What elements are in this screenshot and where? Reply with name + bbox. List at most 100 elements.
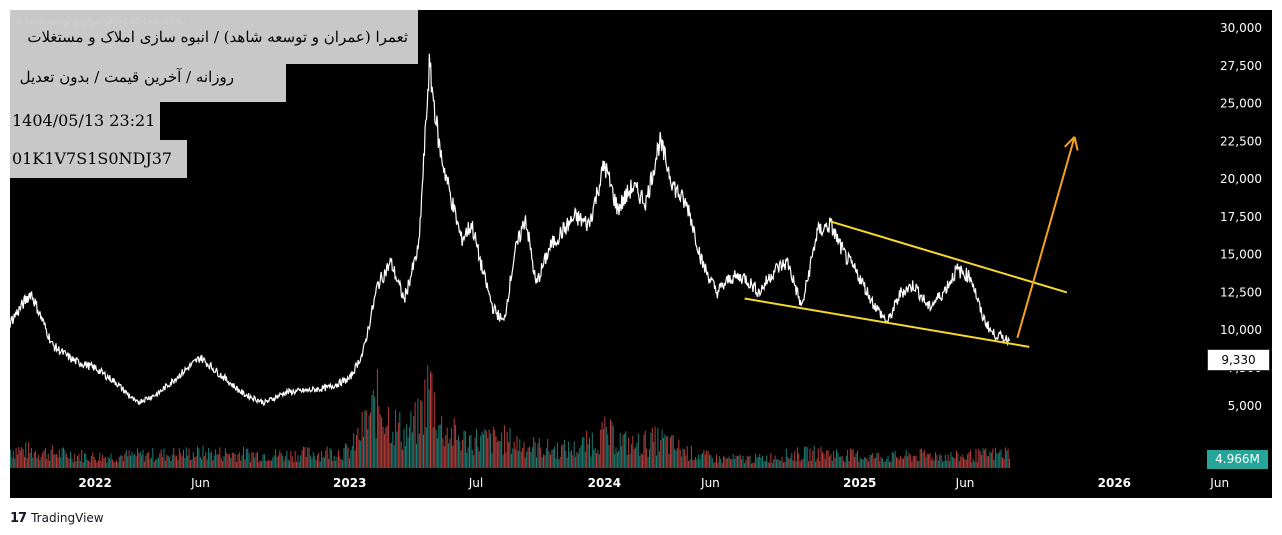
volume-bar (216, 454, 218, 468)
price-chart[interactable]: 30,000 27,500 25,000 22,500 20,000 17,500 15,0… (10, 10, 1272, 498)
volume-bar (442, 437, 444, 468)
volume-bar (527, 447, 529, 468)
volume-bar (784, 462, 786, 468)
volume-bar (718, 455, 720, 468)
volume-bar (755, 453, 757, 468)
volume-bar (960, 456, 962, 468)
volume-bar (569, 451, 571, 468)
volume-bar (876, 452, 878, 468)
volume-bar (848, 461, 850, 468)
volume-bar (93, 456, 95, 468)
volume-bar (654, 426, 656, 468)
chart-datetime: 1404/05/13 23:21 (12, 111, 156, 130)
volume-bar (926, 453, 928, 468)
volume-bar (637, 433, 639, 468)
volume-bar (714, 461, 716, 468)
volume-bar (523, 442, 525, 468)
chart-area[interactable]: 30,000 27,500 25,000 22,500 20,000 17,500 15,0… (10, 10, 1272, 498)
volume-bar (226, 453, 228, 468)
volume-bar (897, 457, 899, 468)
volume-bar (337, 450, 339, 468)
volume-bar (300, 455, 302, 468)
volume-bar (678, 439, 680, 468)
volume-bar (805, 446, 807, 468)
volume-bar (379, 414, 381, 468)
volume-bar (999, 451, 1001, 468)
volume-bar (261, 461, 263, 468)
volume-bar (139, 451, 141, 468)
volume-bar (625, 431, 627, 468)
volume-bar (409, 427, 410, 468)
volume-bar (162, 456, 164, 468)
volume-bar (565, 450, 567, 468)
volume-bar (346, 444, 348, 468)
tradingview-brand[interactable]: TradingView (31, 511, 104, 525)
volume-bar (939, 454, 941, 468)
volume-bar (827, 450, 829, 468)
volume-bar (621, 445, 623, 468)
volume-bar (933, 460, 935, 468)
volume-bar (1009, 458, 1010, 468)
volume-bar (190, 460, 191, 468)
volume-bar (547, 439, 549, 468)
volume-bar (983, 450, 985, 468)
volume-bar (118, 456, 120, 468)
volume-bar (700, 454, 702, 468)
volume-bar (423, 434, 424, 468)
volume-bar (75, 461, 77, 468)
volume-bar (883, 462, 885, 468)
volume-bar (234, 454, 236, 468)
volume-bar (576, 452, 578, 468)
breakout-arrow-head (1064, 136, 1076, 148)
volume-bar (192, 452, 194, 468)
volume-bar (582, 437, 584, 468)
volume-bar (575, 457, 577, 468)
volume-bar (436, 438, 438, 468)
volume-bar (683, 449, 685, 468)
volume-bar (843, 460, 844, 468)
volume-bar (543, 454, 544, 468)
volume-bar (417, 398, 419, 468)
volume-bar (688, 461, 690, 468)
volume-bar (508, 442, 510, 468)
y-tick-label: 22,500 (1220, 134, 1262, 148)
y-tick-label: 5,000 (1228, 399, 1262, 413)
volume-bar (540, 447, 542, 468)
volume-bar (862, 459, 864, 468)
volume-bar (17, 454, 18, 468)
volume-bar (769, 462, 770, 468)
volume-bar (837, 452, 839, 468)
volume-bar (60, 457, 62, 468)
volume-bar (28, 442, 30, 468)
volume-bar (156, 458, 158, 468)
volume-bar (155, 459, 157, 468)
volume-bar (612, 426, 614, 468)
y-tick-label: 10,000 (1220, 323, 1262, 337)
volume-bar (478, 451, 480, 468)
volume-bar (390, 442, 392, 468)
volume-bar (499, 441, 501, 468)
volume-bar (171, 454, 173, 468)
volume-bar (176, 455, 177, 468)
volume-bar (393, 445, 395, 468)
volume-bar (245, 448, 247, 468)
volume-bar (875, 457, 877, 468)
volume-bar (716, 454, 717, 468)
volume-bar (526, 451, 528, 468)
volume-bar (206, 459, 208, 468)
volume-bar (113, 461, 115, 468)
volume-bar (456, 440, 458, 468)
tradingview-logo-icon[interactable]: 17 (10, 510, 27, 526)
volume-bar (142, 449, 144, 468)
volume-bar (901, 458, 903, 468)
volume-bar (328, 458, 330, 468)
volume-bar (579, 447, 581, 468)
volume-bar (319, 461, 321, 468)
volume-bar (856, 450, 858, 468)
volume-bar (834, 458, 836, 468)
title-box: ثعمرا (عمران و توسعه شاهد) / انبوه سازی … (10, 10, 418, 64)
volume-bar (685, 455, 687, 468)
volume-bar (434, 392, 436, 468)
volume-bar (67, 457, 69, 468)
volume-bar (263, 454, 265, 468)
